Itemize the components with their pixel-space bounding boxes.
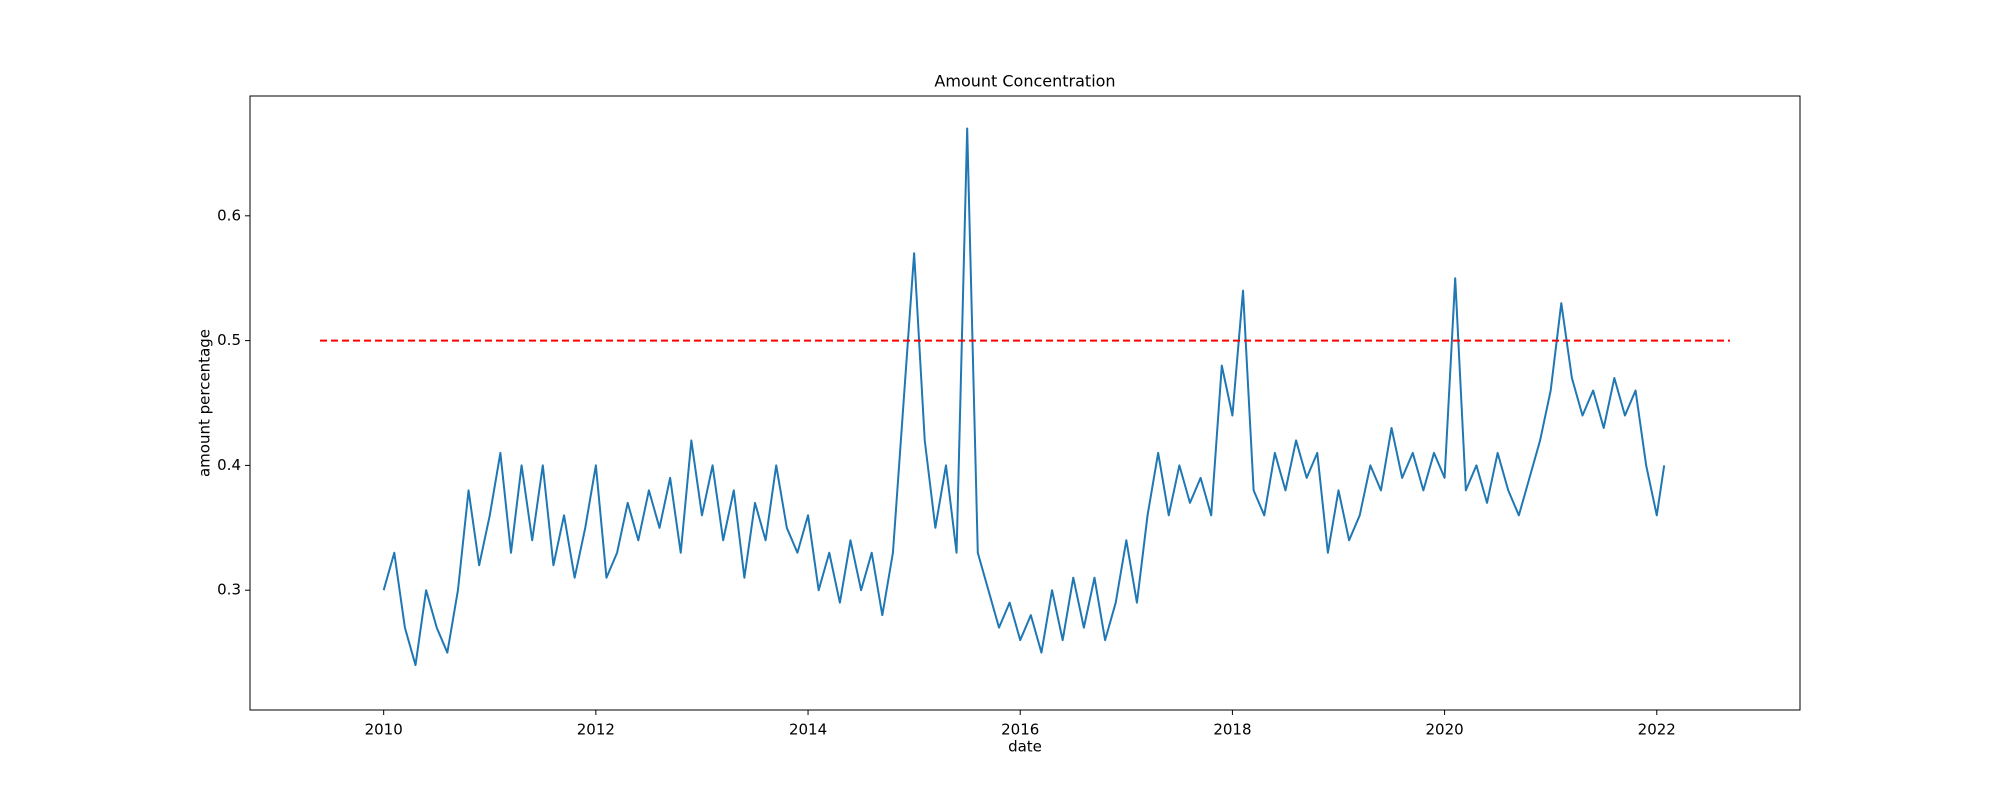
line-series — [382, 127, 1666, 667]
y-axis-label: amount percentage — [196, 329, 214, 477]
plot-frame — [249, 95, 1801, 711]
chart-title: Amount Concentration — [934, 72, 1115, 91]
y-tick-label: 0.3 — [217, 581, 241, 599]
x-tick-label: 2010 — [365, 721, 403, 739]
x-tick-label: 2016 — [1001, 721, 1039, 739]
y-tick-label: 0.6 — [217, 206, 241, 224]
x-tick-label: 2014 — [789, 721, 827, 739]
x-tick-label: 2018 — [1213, 721, 1251, 739]
x-tick-label: 2012 — [577, 721, 615, 739]
x-tick-label: 2020 — [1425, 721, 1463, 739]
x-tick-label: 2022 — [1638, 721, 1676, 739]
y-tick-label: 0.5 — [217, 331, 241, 349]
x-axis-label: date — [1008, 738, 1042, 756]
y-tick-label: 0.4 — [217, 456, 241, 474]
